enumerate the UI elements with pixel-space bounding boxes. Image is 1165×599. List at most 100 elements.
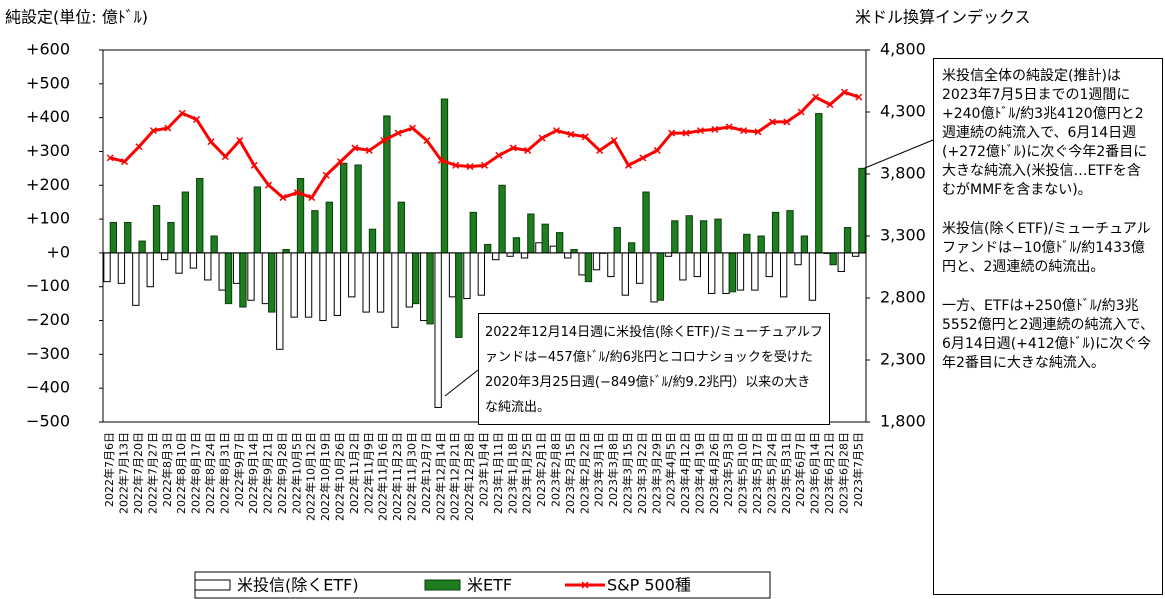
x-tick-label: 2022年7月13日	[117, 432, 131, 514]
x-tick-label: 2022年10月19日	[318, 432, 332, 521]
line-marker	[855, 93, 863, 101]
line-marker	[524, 146, 532, 154]
x-tick-label: 2023年1月4日	[477, 432, 491, 507]
x-tick-label: 2023年5月3日	[721, 432, 735, 507]
line-marker	[337, 158, 345, 166]
bar	[232, 252, 241, 284]
bar	[397, 201, 405, 254]
bar	[103, 252, 111, 283]
bar	[455, 252, 463, 338]
x-tick-label: 2023年5月24日	[764, 432, 778, 514]
y2-tick-label: 4,300	[880, 102, 926, 121]
line-marker	[365, 146, 373, 154]
bar	[348, 252, 356, 298]
callout-line	[859, 139, 934, 171]
bar	[253, 186, 261, 254]
line-marker	[408, 124, 417, 132]
line-marker	[135, 143, 143, 151]
line-marker	[351, 144, 359, 152]
bar	[765, 252, 773, 278]
bar	[843, 227, 852, 254]
chart-title: 純設定(単位: 億ﾄﾞﾙ)	[5, 8, 148, 27]
y-tick-label: +500	[26, 73, 70, 92]
line-marker	[538, 134, 546, 142]
bar	[779, 252, 788, 298]
line-marker	[812, 93, 820, 101]
bar	[132, 252, 140, 306]
line-marker	[624, 161, 632, 169]
y-tick-label: −300	[26, 344, 70, 363]
bar	[808, 252, 817, 301]
bar	[757, 235, 765, 254]
bar	[325, 201, 333, 254]
bar	[722, 252, 730, 294]
bar	[794, 252, 802, 266]
x-tick-label: 2023年4月19日	[692, 432, 706, 514]
x-tick-label: 2022年10月26日	[333, 432, 347, 521]
y2-tick-label: 2,800	[880, 288, 926, 307]
bar	[607, 252, 615, 278]
bar	[743, 233, 751, 254]
x-tick-label: 2023年4月12日	[678, 432, 692, 514]
legend-marker	[581, 581, 589, 589]
line-marker	[711, 125, 719, 133]
bar	[440, 98, 449, 254]
bar	[276, 252, 284, 350]
bar	[728, 252, 737, 293]
x-tick-label: 2023年4月5日	[664, 432, 678, 507]
y-tick-label: −200	[26, 310, 70, 329]
x-tick-label: 2023年2月1日	[534, 432, 548, 507]
bar	[578, 252, 586, 276]
x-tick-label: 2022年8月24日	[203, 432, 217, 514]
x-tick-label: 2022年12月7日	[419, 432, 433, 514]
bar	[405, 252, 414, 308]
line-marker	[279, 194, 287, 202]
bar	[736, 252, 745, 291]
line-marker	[380, 136, 388, 145]
line-marker	[423, 136, 431, 145]
bar	[527, 213, 535, 254]
bar	[664, 252, 673, 257]
bar	[708, 252, 716, 294]
line-marker	[826, 101, 834, 109]
x-tick-label: 2022年11月23日	[390, 432, 404, 521]
bar	[570, 249, 578, 254]
bar	[189, 252, 198, 269]
bar	[541, 223, 549, 254]
bar	[268, 252, 276, 313]
bar	[340, 162, 348, 254]
bar	[224, 252, 233, 305]
x-tick-label: 2022年7月20日	[131, 432, 145, 514]
bar	[800, 235, 809, 254]
y-tick-label: +400	[26, 107, 70, 126]
x-tick-label: 2023年2月22日	[577, 432, 591, 514]
y2-tick-label: 3,300	[880, 226, 926, 245]
bar	[210, 235, 218, 254]
bar	[564, 252, 572, 259]
bar	[592, 252, 601, 271]
x-tick-label: 2022年12月21日	[448, 432, 462, 521]
bar	[492, 252, 500, 261]
bar	[376, 252, 385, 313]
bar	[282, 249, 290, 254]
x-tick-label: 2023年1月25日	[520, 432, 534, 514]
line-marker	[754, 128, 762, 136]
bar	[671, 220, 679, 254]
bar	[391, 252, 399, 328]
line-marker	[452, 161, 460, 169]
x-tick-label: 2023年1月11日	[491, 432, 505, 514]
bar	[627, 242, 636, 254]
bar	[469, 211, 477, 254]
bar	[434, 252, 442, 408]
bar	[751, 252, 759, 291]
x-tick-label: 2023年6月7日	[793, 432, 807, 507]
bar	[109, 221, 118, 254]
bar	[247, 252, 255, 301]
bar	[138, 240, 146, 254]
bar	[333, 252, 342, 316]
x-tick-label: 2023年5月17日	[750, 432, 764, 514]
y-tick-label: +600	[26, 40, 70, 59]
bar	[506, 252, 514, 257]
x-tick-label: 2022年10月12日	[304, 432, 318, 521]
